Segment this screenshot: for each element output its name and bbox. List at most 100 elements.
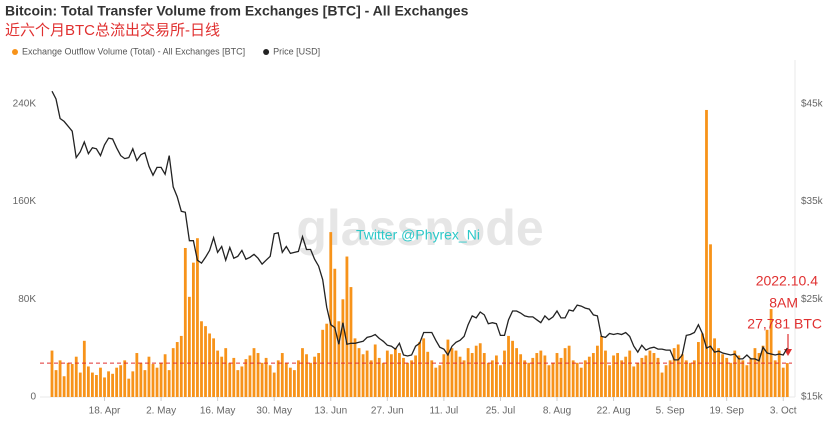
bar <box>430 360 434 397</box>
bar <box>781 367 785 397</box>
bar <box>587 356 591 397</box>
bar <box>648 350 652 397</box>
x-tick-label: 16. May <box>200 406 236 417</box>
x-tick-label: 18. Apr <box>89 406 121 417</box>
bar <box>458 356 462 397</box>
bar <box>729 362 733 397</box>
x-tick-label: 11. Jul <box>430 406 459 417</box>
bar <box>200 321 203 397</box>
bar <box>228 362 232 397</box>
bar <box>600 335 603 397</box>
bar <box>398 353 401 397</box>
bar <box>175 342 179 397</box>
bar <box>531 357 535 397</box>
legend-label: Price [USD] <box>273 46 320 56</box>
bar <box>147 356 151 397</box>
bar <box>220 356 224 397</box>
bar <box>163 354 167 397</box>
bar <box>688 362 692 397</box>
bar <box>196 238 199 397</box>
bar <box>86 366 90 397</box>
y-tick-label: 160K <box>13 196 37 207</box>
bar <box>482 353 486 397</box>
bar <box>268 365 272 397</box>
bar <box>333 268 337 397</box>
bar <box>583 360 587 397</box>
bar <box>713 338 716 397</box>
bar <box>389 354 393 397</box>
bar <box>628 350 632 397</box>
bar <box>591 353 595 397</box>
bar <box>446 339 450 397</box>
bar <box>733 350 737 397</box>
bar <box>442 354 446 397</box>
bar <box>187 296 191 397</box>
bar <box>705 109 708 397</box>
bar <box>414 355 417 397</box>
bar <box>563 348 567 397</box>
bar <box>365 350 369 397</box>
bar <box>216 350 220 397</box>
bar <box>495 355 498 397</box>
bar <box>111 373 114 397</box>
bar <box>373 344 377 397</box>
bar <box>410 360 413 397</box>
bar <box>305 354 308 397</box>
bar <box>434 367 438 397</box>
bar <box>309 362 312 397</box>
bar <box>757 353 761 397</box>
bar <box>519 354 523 397</box>
bar <box>341 299 345 397</box>
bar <box>337 321 341 397</box>
bar <box>329 232 333 397</box>
bar <box>474 345 478 397</box>
annotation: Twitter @Phyrex_Ni <box>356 227 480 243</box>
bar <box>171 348 175 397</box>
bar <box>450 348 454 397</box>
bar <box>357 348 361 397</box>
x-tick-label: 8. Aug <box>543 406 571 417</box>
bar <box>749 357 753 397</box>
bar <box>244 359 248 397</box>
bar <box>737 355 741 397</box>
bar <box>252 348 256 397</box>
y2-tick-label: $15k <box>801 392 824 403</box>
x-tick-label: 22. Aug <box>597 406 631 417</box>
y2-tick-label: $45k <box>801 98 824 109</box>
bar <box>212 338 215 397</box>
bar <box>62 376 66 397</box>
bar <box>418 342 422 397</box>
bar <box>511 340 514 397</box>
bar <box>394 348 397 397</box>
bar <box>490 360 494 397</box>
x-tick-label: 2. May <box>146 406 176 417</box>
bar <box>325 323 329 397</box>
bar <box>644 355 648 397</box>
bar <box>656 357 660 397</box>
bar <box>777 350 781 397</box>
bar <box>135 353 139 397</box>
bar <box>539 350 543 397</box>
bar <box>50 350 54 397</box>
bar <box>664 365 668 397</box>
bar <box>612 355 615 397</box>
bar <box>385 350 389 397</box>
y-tick-label: 240K <box>13 98 37 109</box>
bar <box>478 343 482 397</box>
bar <box>769 309 773 397</box>
bar <box>680 354 684 397</box>
bar <box>499 365 502 397</box>
bar <box>785 363 789 397</box>
bar <box>454 350 458 397</box>
bar <box>535 353 539 397</box>
bar <box>462 360 466 397</box>
y-tick-label: 0 <box>30 392 36 403</box>
bar <box>652 353 656 397</box>
bar <box>95 375 98 397</box>
bar <box>167 370 171 397</box>
bar <box>345 256 349 397</box>
bar <box>684 360 688 397</box>
bar <box>765 329 769 397</box>
bar <box>297 360 300 397</box>
bar <box>672 348 676 397</box>
